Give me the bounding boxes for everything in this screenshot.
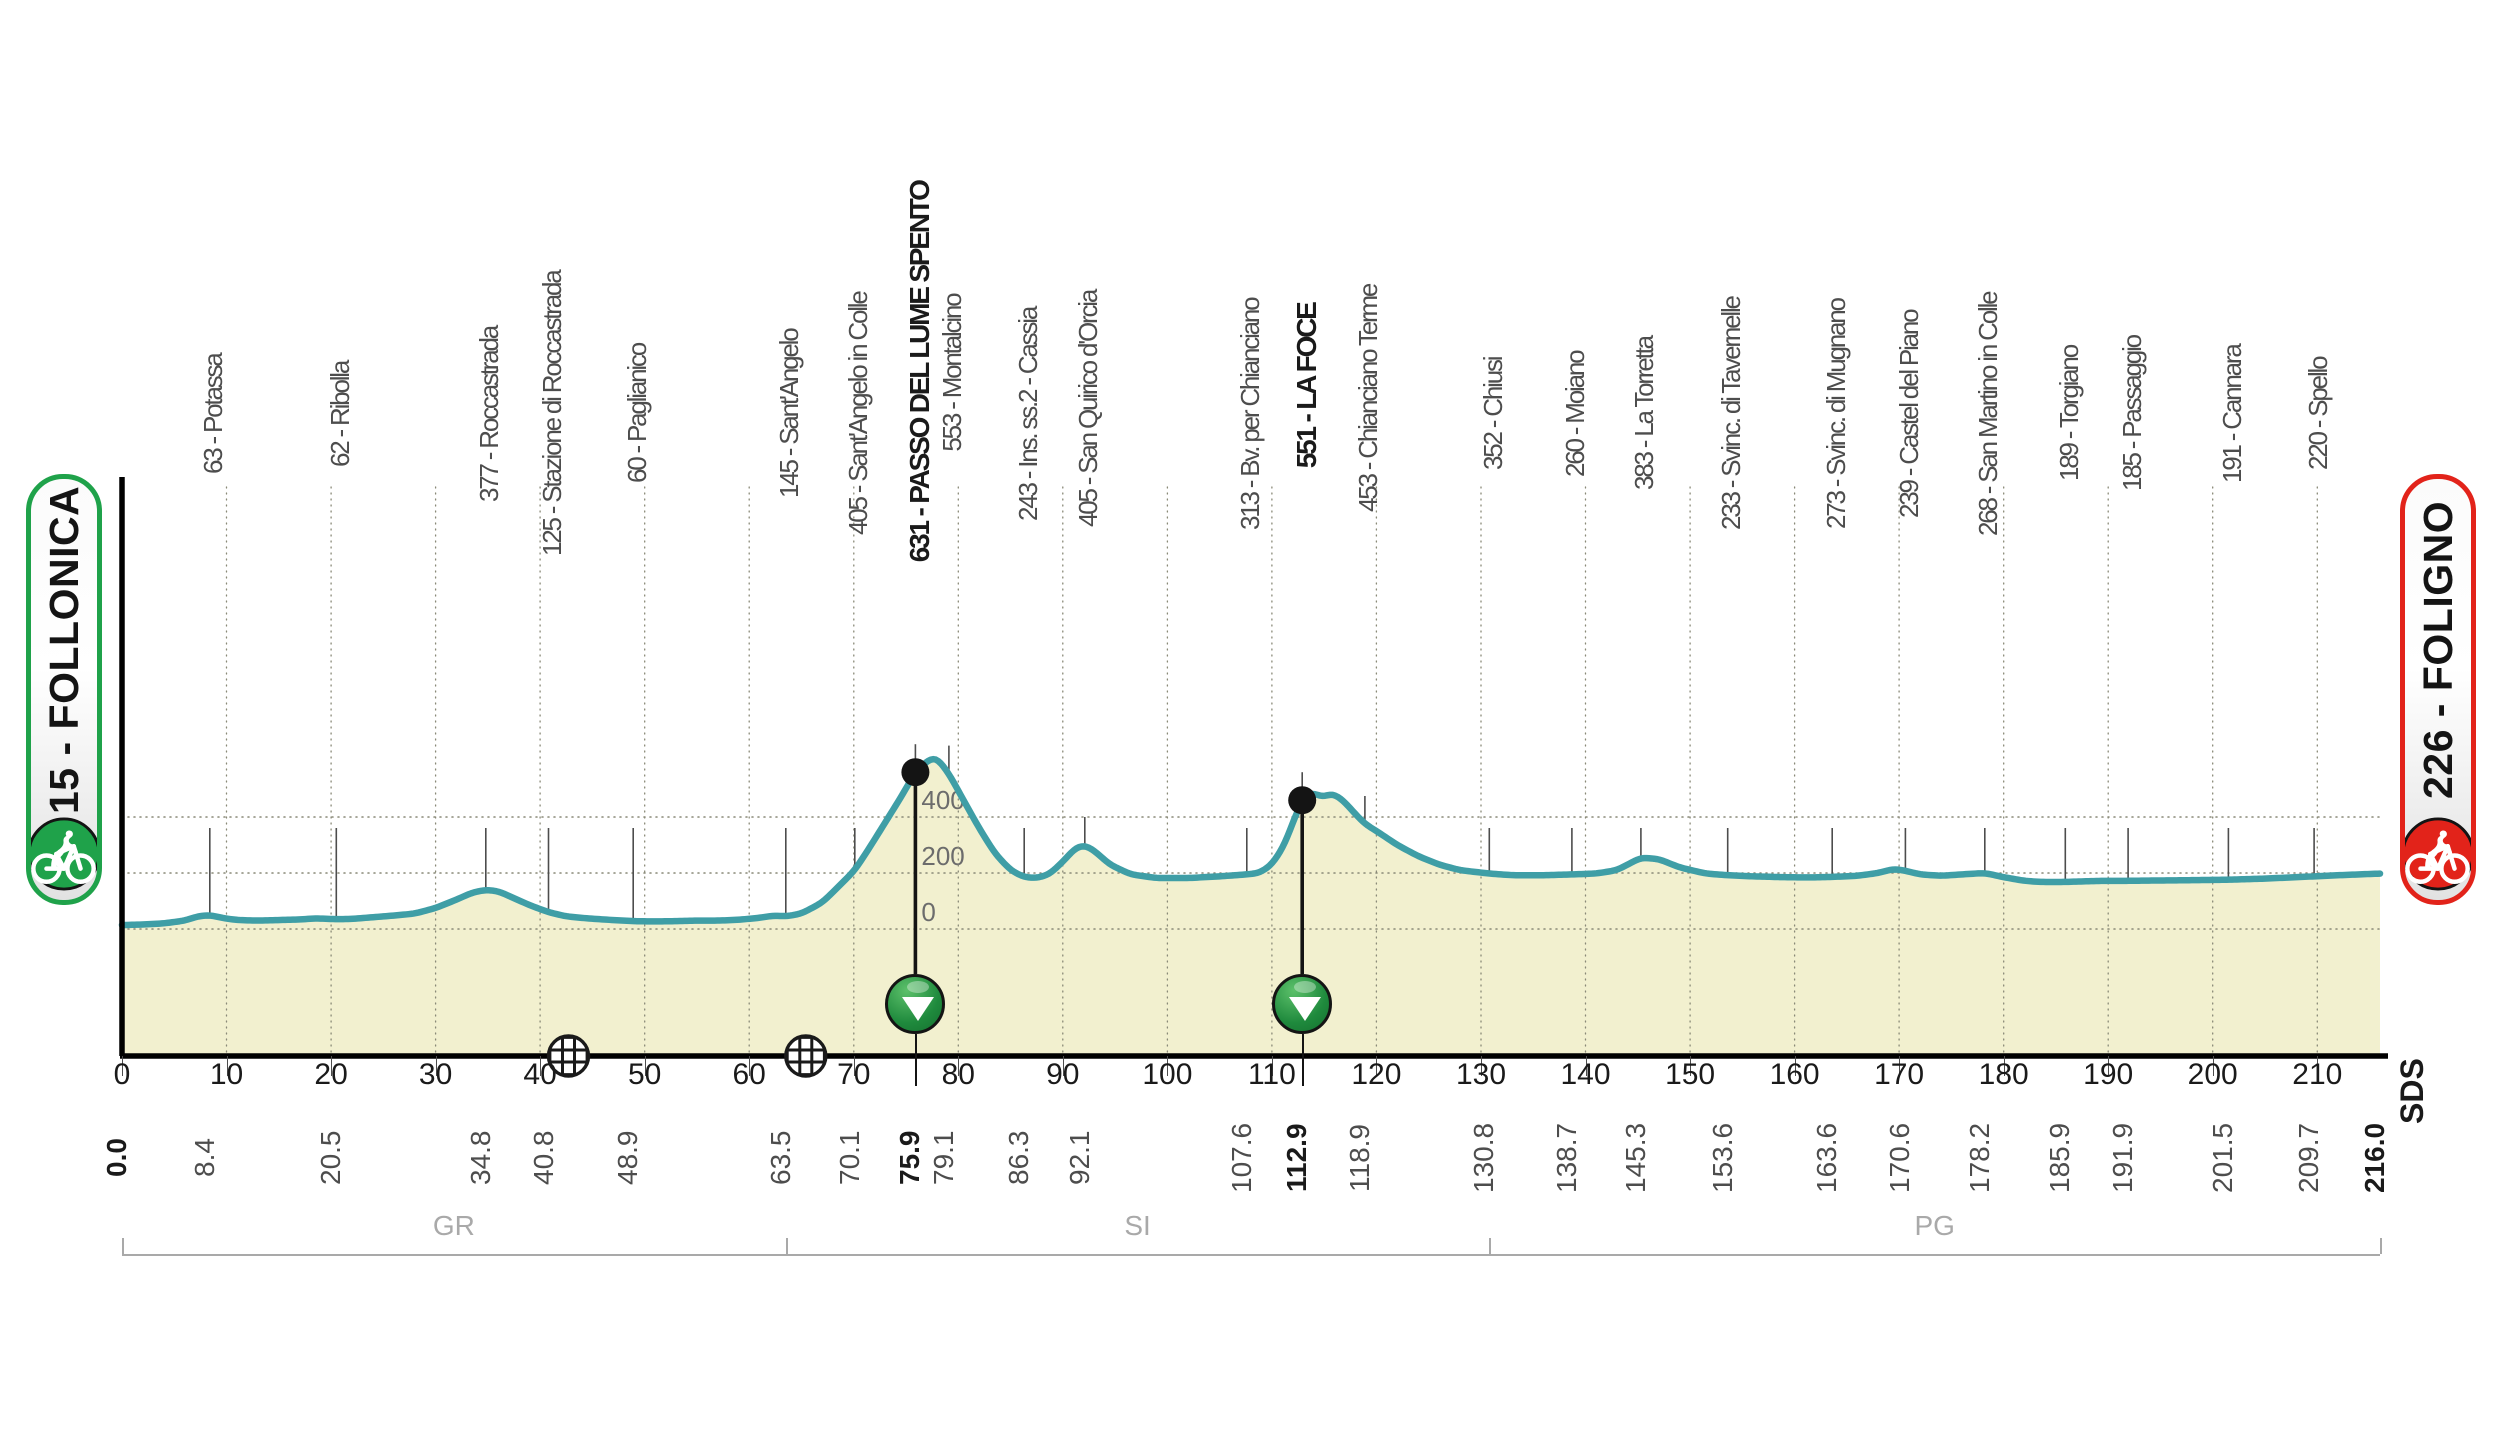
svg-text:0: 0 bbox=[921, 897, 935, 927]
